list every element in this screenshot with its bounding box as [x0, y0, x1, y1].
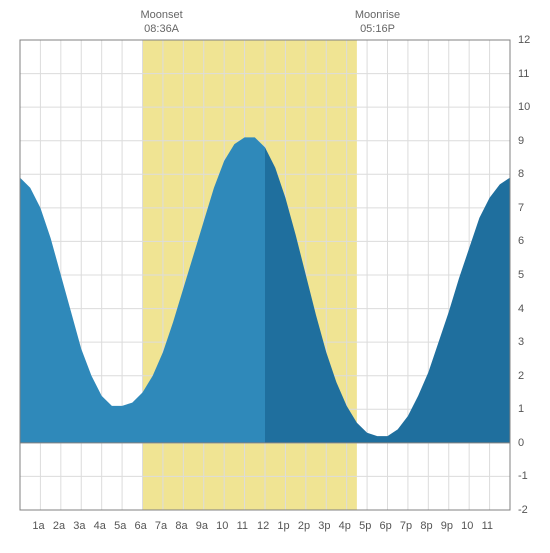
x-tick-label: 5a	[114, 520, 126, 532]
y-tick-label: 5	[518, 269, 524, 281]
x-tick-label: 7p	[400, 520, 412, 532]
x-tick-label: 10	[216, 520, 228, 532]
x-tick-label: 9p	[441, 520, 453, 532]
x-tick-label: 2p	[298, 520, 310, 532]
y-tick-label: 1	[518, 403, 524, 415]
y-tick-label: 11	[518, 68, 529, 80]
x-tick-label: 12	[257, 520, 269, 532]
x-tick-label: 11	[237, 520, 248, 532]
tide-chart: Moonset08:36A Moonrise05:16P 1a 2a 3a 4a 5a 6a…	[0, 0, 550, 550]
y-tick-label: 4	[518, 303, 524, 315]
moonset-annotation: Moonset08:36A	[141, 8, 183, 37]
x-tick-label: 8p	[420, 520, 432, 532]
x-tick-label: 3p	[318, 520, 330, 532]
moonset-title: Moonset	[141, 8, 183, 22]
x-tick-label: 4a	[94, 520, 106, 532]
y-tick-label: 9	[518, 135, 524, 147]
x-tick-label: 2a	[53, 520, 65, 532]
x-tick-label: 10	[461, 520, 473, 532]
x-tick-label: 3a	[73, 520, 85, 532]
x-tick-label: 1p	[277, 520, 289, 532]
y-tick-label: 6	[518, 235, 524, 247]
x-tick-label: 6p	[380, 520, 392, 532]
chart-svg	[0, 0, 550, 550]
y-tick-label: 12	[518, 34, 530, 46]
y-tick-label: -2	[518, 504, 528, 516]
moonrise-title: Moonrise	[355, 8, 400, 22]
y-tick-label: -1	[518, 470, 528, 482]
y-tick-label: 7	[518, 202, 524, 214]
x-tick-label: 11	[482, 520, 493, 532]
x-tick-label: 7a	[155, 520, 167, 532]
moonrise-annotation: Moonrise05:16P	[355, 8, 400, 37]
moonset-time: 08:36A	[141, 22, 183, 36]
y-tick-label: 3	[518, 336, 524, 348]
y-tick-label: 2	[518, 370, 524, 382]
x-tick-label: 4p	[339, 520, 351, 532]
y-tick-label: 10	[518, 101, 530, 113]
y-tick-label: 0	[518, 437, 524, 449]
x-tick-label: 5p	[359, 520, 371, 532]
moonrise-time: 05:16P	[355, 22, 400, 36]
x-tick-label: 8a	[175, 520, 187, 532]
x-tick-label: 9a	[196, 520, 208, 532]
x-tick-label: 1a	[32, 520, 44, 532]
x-tick-label: 6a	[135, 520, 147, 532]
y-tick-label: 8	[518, 168, 524, 180]
